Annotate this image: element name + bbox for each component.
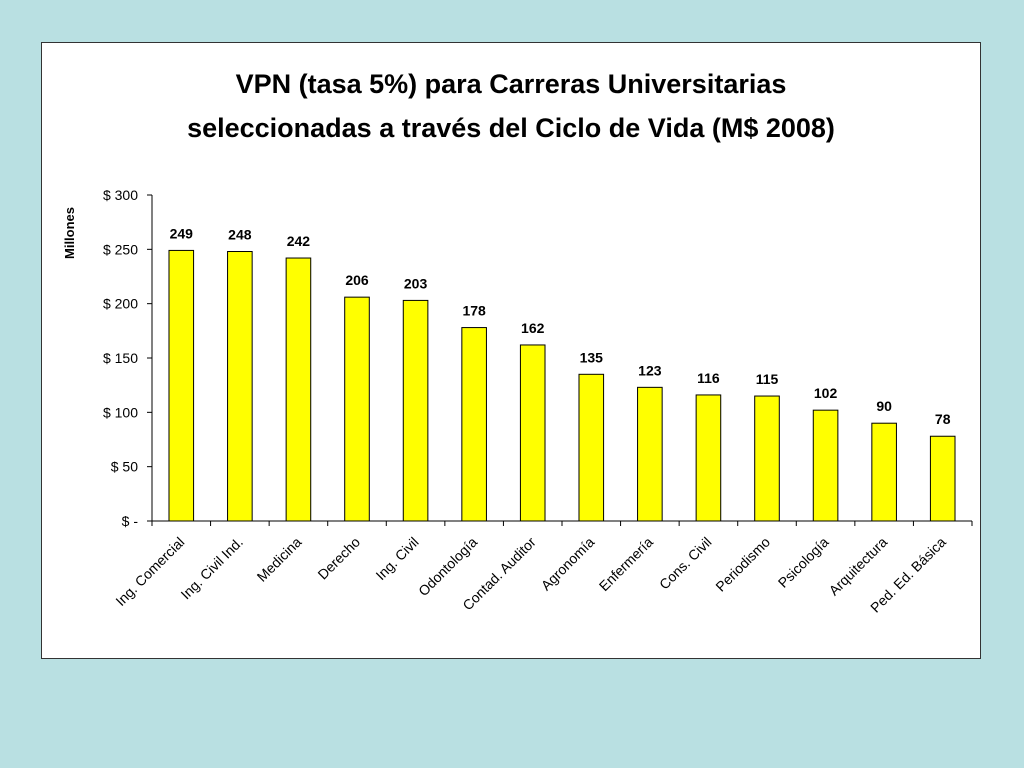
- x-category-label: Derecho: [314, 534, 363, 583]
- bar: [871, 422, 897, 522]
- chart-title-line-1: VPN (tasa 5%) para Carreras Universitari…: [236, 69, 787, 99]
- x-category-label: Cons. Civil: [656, 534, 715, 593]
- data-label: 102: [814, 385, 838, 401]
- x-category-label: Psicología: [775, 534, 832, 591]
- y-tick-label: $ 150: [103, 350, 138, 366]
- y-axis-ticks: $ - $ 50 $ 100 $ 150 $ 200 $ 250 $ 300: [103, 187, 152, 529]
- y-tick-label: $ -: [122, 513, 139, 529]
- x-category-label: Ing. Comercial: [112, 534, 187, 609]
- chart-title: VPN (tasa 5%) para Carreras Universitari…: [187, 69, 835, 143]
- x-category-label: Odontología: [415, 534, 480, 599]
- y-axis-label: Millones: [62, 207, 77, 259]
- bar: [402, 299, 429, 522]
- bars: [168, 249, 956, 522]
- bar: [285, 257, 312, 522]
- data-label: 116: [697, 370, 720, 386]
- y-tick-label: $ 250: [103, 241, 138, 257]
- data-label: 90: [876, 398, 892, 414]
- x-category-label: Medicina: [254, 534, 305, 585]
- bar-chart: VPN (tasa 5%) para Carreras Universitari…: [62, 69, 973, 616]
- bar: [519, 344, 546, 522]
- bar: [578, 373, 605, 522]
- x-category-label: Agronomía: [538, 534, 598, 594]
- x-category-label: Enfermería: [596, 534, 656, 594]
- bar: [344, 296, 370, 522]
- y-tick-label: $ 300: [103, 187, 138, 203]
- bar: [168, 249, 195, 522]
- data-label: 135: [580, 349, 604, 365]
- y-tick-label: $ 200: [103, 296, 138, 312]
- data-label: 123: [638, 362, 662, 378]
- bar: [637, 386, 663, 522]
- y-tick-label: $ 50: [111, 459, 138, 475]
- data-label: 178: [462, 303, 486, 319]
- chart-frame: VPN (tasa 5%) para Carreras Universitari…: [41, 42, 981, 659]
- x-category-label: Ing. Civil Ind.: [177, 534, 246, 603]
- data-label: 115: [756, 371, 779, 387]
- data-label: 162: [521, 320, 545, 336]
- x-category-label: Periodismo: [712, 534, 773, 595]
- bar: [929, 435, 956, 522]
- bar: [754, 395, 780, 522]
- y-tick-label: $ 100: [103, 404, 138, 420]
- data-label: 242: [287, 233, 311, 249]
- bar: [695, 394, 722, 522]
- data-labels: 249 248 242 206 203 178 162 135 123 116 115 102 90 78: [170, 225, 951, 427]
- x-category-label: Ing. Civil: [372, 534, 421, 583]
- data-label: 249: [170, 225, 194, 241]
- bar: [812, 409, 839, 522]
- axes: [151, 195, 973, 526]
- data-label: 206: [345, 272, 369, 288]
- data-label: 248: [228, 227, 252, 243]
- bar: [461, 327, 487, 522]
- chart-title-line-2: seleccionadas a través del Ciclo de Vida…: [187, 113, 835, 143]
- data-label: 78: [935, 411, 951, 427]
- bar: [227, 251, 253, 522]
- x-category-label: Arquitectura: [826, 534, 891, 599]
- data-label: 203: [404, 275, 428, 291]
